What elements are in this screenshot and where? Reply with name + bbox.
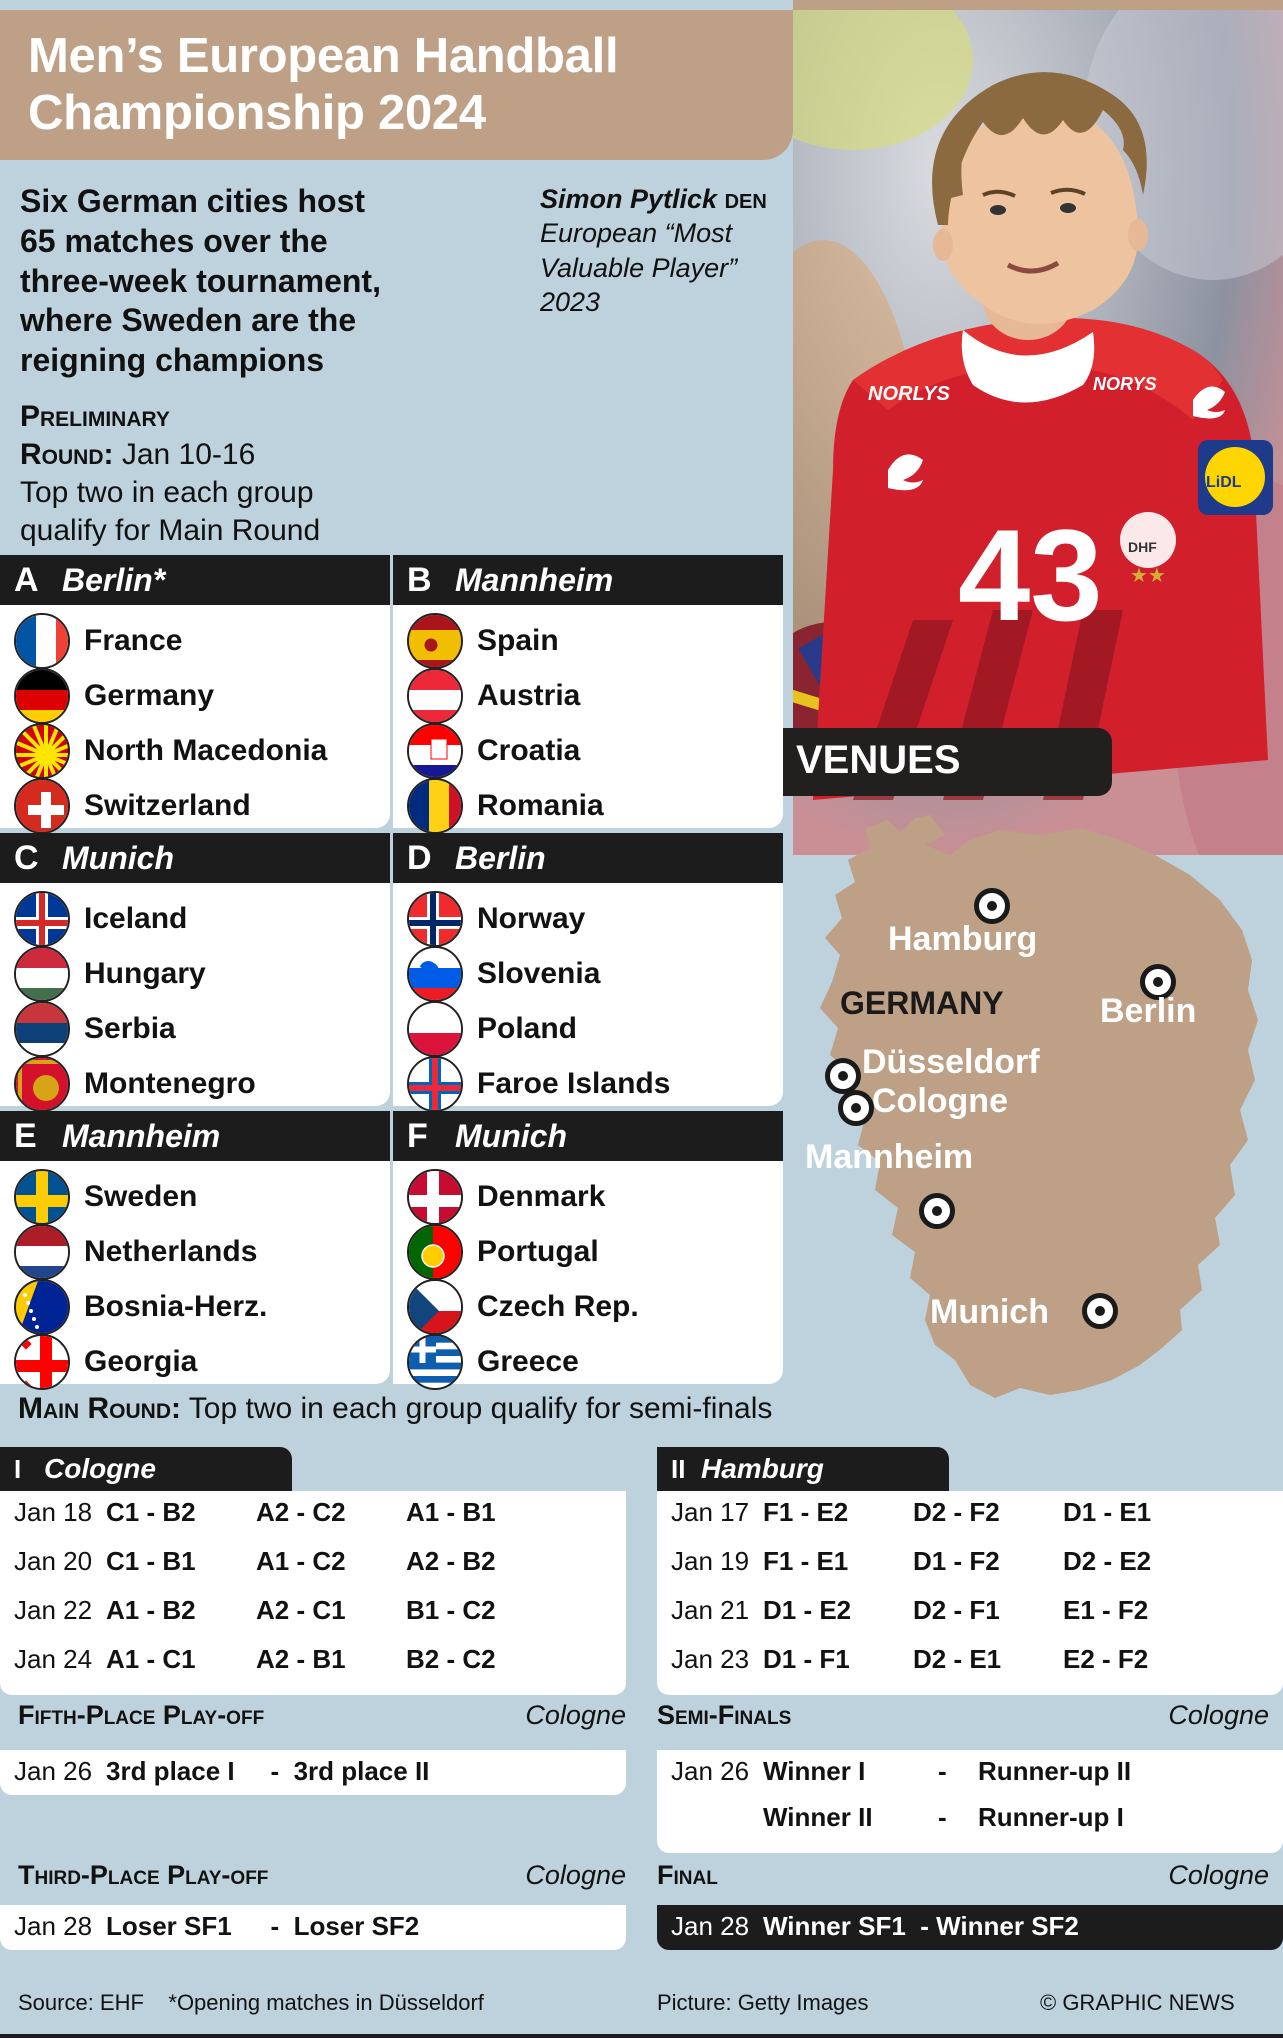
- svg-text:★★: ★★: [1130, 565, 1166, 587]
- svg-text:LiDL: LiDL: [1206, 474, 1242, 491]
- svg-text:DHF: DHF: [1128, 539, 1157, 555]
- svg-text:NORLYS: NORLYS: [868, 383, 951, 405]
- svg-text:43: 43: [958, 502, 1103, 648]
- svg-text:NORYS: NORYS: [1093, 374, 1157, 394]
